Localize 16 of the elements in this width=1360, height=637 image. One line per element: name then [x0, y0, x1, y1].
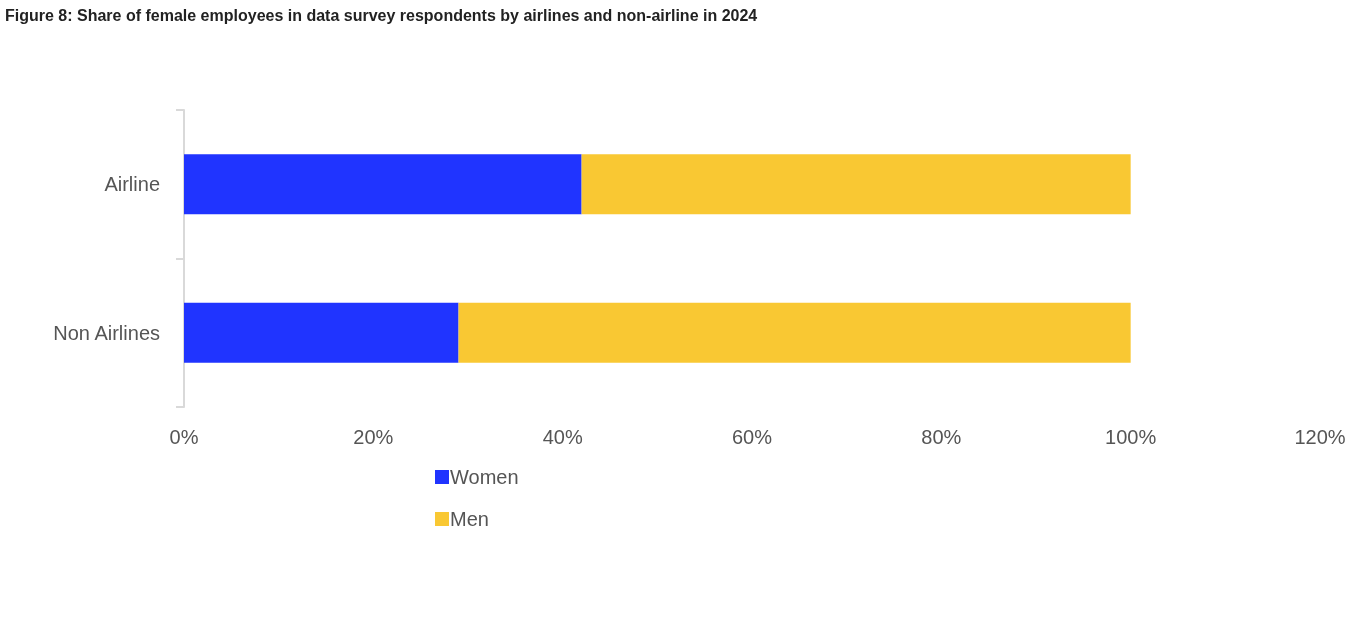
legend-label: Men	[450, 508, 489, 530]
legend-label: Women	[450, 466, 519, 488]
y-tick-label: Non Airlines	[53, 321, 160, 344]
chart-title: Figure 8: Share of female employees in data survey respondents by airlines and non-airline in 2024	[5, 6, 758, 24]
bar	[581, 154, 1131, 215]
x-tick-label: 100%	[1105, 426, 1157, 448]
x-tick-label: 20%	[353, 426, 394, 448]
x-tick-label: 40%	[542, 426, 583, 448]
x-tick-label: 80%	[921, 426, 962, 448]
x-tick-label: 120%	[1294, 426, 1346, 448]
bar	[184, 154, 582, 215]
x-tick-label: 60%	[731, 426, 773, 448]
bar	[184, 302, 459, 363]
x-tick-label: 0%	[169, 426, 199, 448]
y-tick-label: Airline	[104, 173, 160, 196]
bar	[458, 302, 1131, 363]
